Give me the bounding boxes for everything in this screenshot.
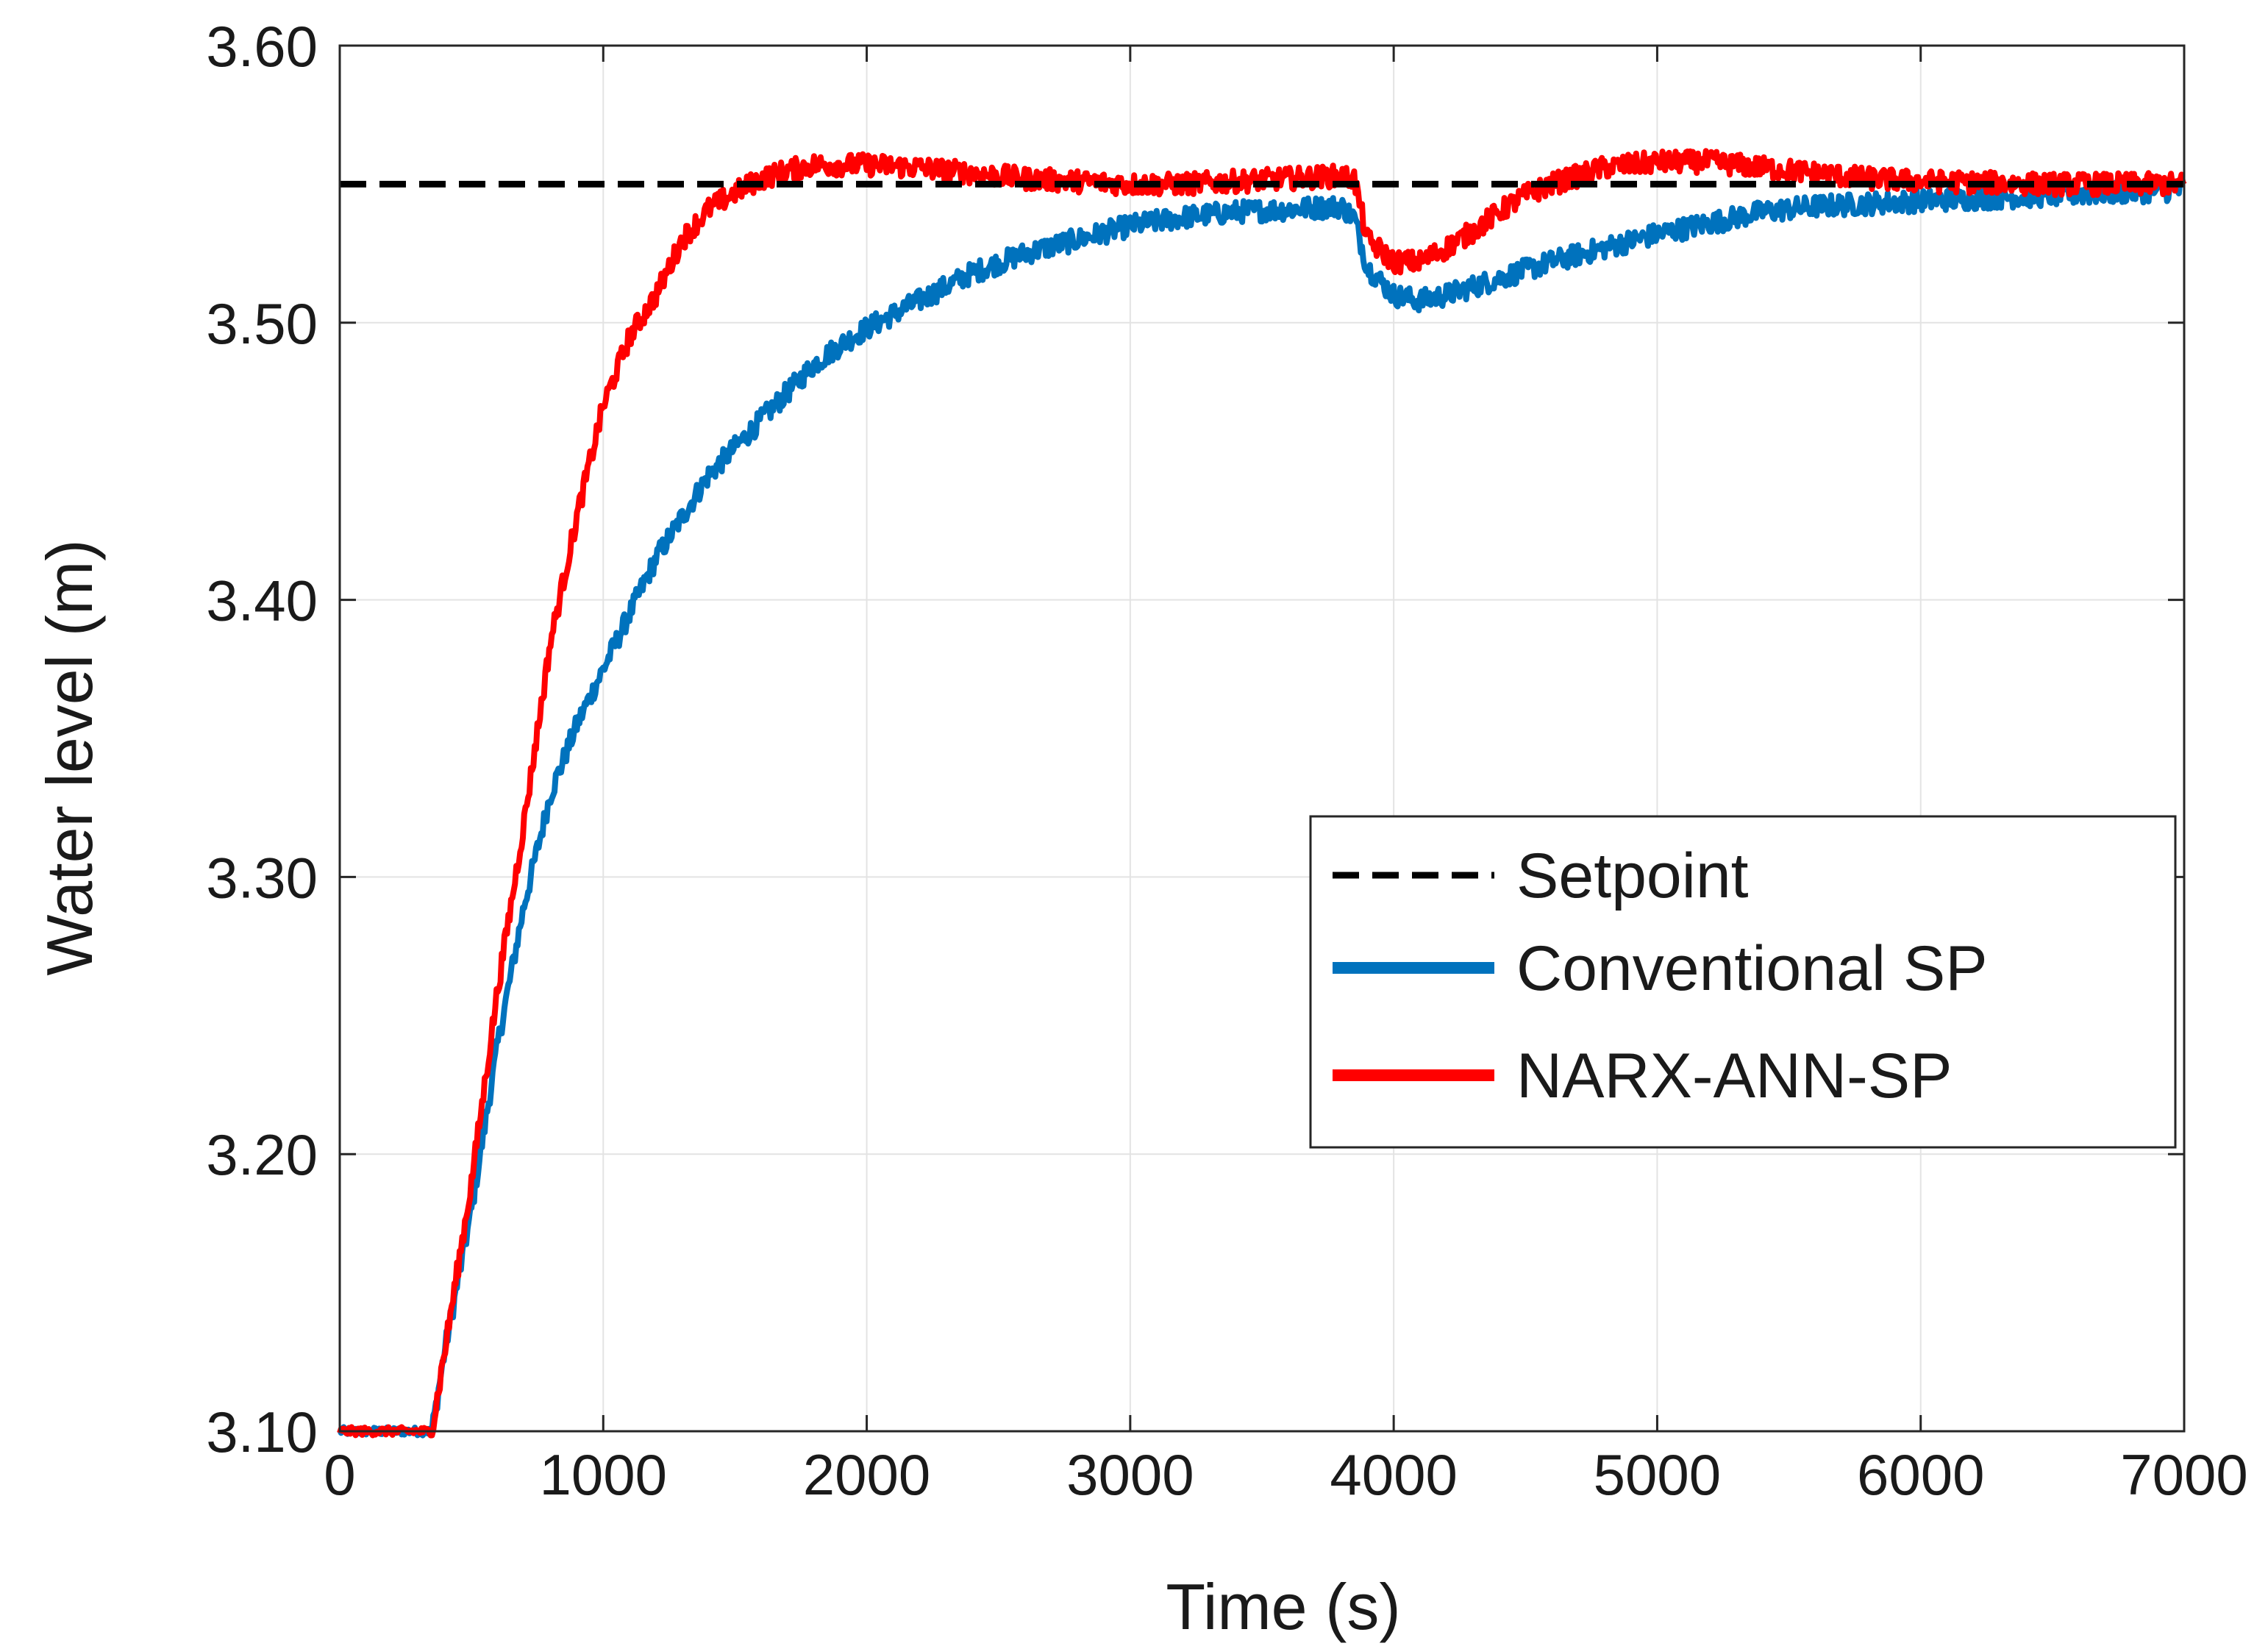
x-tick-label: 2000: [803, 1442, 931, 1507]
series-layer: [337, 148, 2187, 1439]
y-axis-label: Water level (m): [33, 539, 106, 975]
x-tick-label: 3000: [1066, 1442, 1194, 1507]
y-tick-label: 3.50: [206, 291, 318, 356]
series-line-narx-ann-sp: [337, 148, 2187, 1439]
y-tick-label: 3.60: [206, 14, 318, 79]
ticks: [338, 44, 2186, 1433]
x-tick-label: 0: [324, 1442, 355, 1507]
series-line-conventional-sp: [337, 177, 2186, 1439]
x-tick-label: 1000: [540, 1442, 668, 1507]
legend-box: [1309, 815, 2177, 1149]
plot-frame: [338, 44, 2186, 1433]
y-tick-label: 3.40: [206, 569, 318, 633]
y-tick-label: 3.20: [206, 1122, 318, 1187]
y-tick-label: 3.10: [206, 1400, 318, 1464]
y-tick-label: 3.30: [206, 845, 318, 910]
x-axis-label: Time (s): [1166, 1570, 1400, 1643]
x-tick-label: 4000: [1330, 1442, 1458, 1507]
x-tick-label: 7000: [2120, 1442, 2248, 1507]
legend-label-setpoint: Setpoint: [1516, 841, 1749, 911]
legend: Setpoint Conventional SP NARX-ANN-SP: [1309, 815, 2177, 1149]
tick-labels: 0 1000 2000 3000 4000 5000 6000 7000 3.10 3.20 3.3…: [206, 14, 2248, 1507]
x-tick-label: 5000: [1594, 1442, 1722, 1507]
legend-label-narx-ann-sp: NARX-ANN-SP: [1516, 1041, 1953, 1111]
legend-label-conventional-sp: Conventional SP: [1516, 933, 1988, 1004]
x-tick-label: 6000: [1857, 1442, 1985, 1507]
